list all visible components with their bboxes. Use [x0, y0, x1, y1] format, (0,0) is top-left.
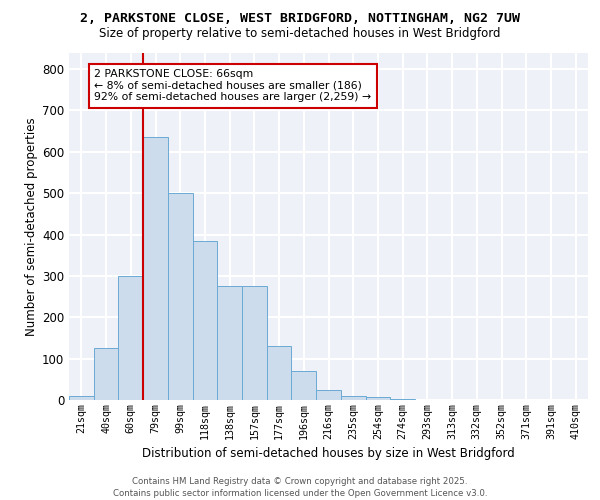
- Bar: [168, 193, 193, 400]
- Bar: [365, 397, 390, 400]
- Y-axis label: Number of semi-detached properties: Number of semi-detached properties: [25, 117, 38, 336]
- Bar: [94, 348, 118, 400]
- Text: 2 PARKSTONE CLOSE: 66sqm
← 8% of semi-detached houses are smaller (186)
92% of s: 2 PARKSTONE CLOSE: 66sqm ← 8% of semi-de…: [94, 69, 371, 102]
- Bar: [267, 346, 292, 400]
- Bar: [118, 276, 143, 400]
- Bar: [217, 286, 242, 400]
- Bar: [242, 286, 267, 400]
- Bar: [390, 399, 415, 400]
- Text: Contains HM Land Registry data © Crown copyright and database right 2025.
Contai: Contains HM Land Registry data © Crown c…: [113, 476, 487, 498]
- Bar: [316, 390, 341, 400]
- Bar: [341, 396, 365, 400]
- X-axis label: Distribution of semi-detached houses by size in West Bridgford: Distribution of semi-detached houses by …: [142, 447, 515, 460]
- Bar: [193, 240, 217, 400]
- Bar: [69, 396, 94, 400]
- Bar: [292, 371, 316, 400]
- Text: Size of property relative to semi-detached houses in West Bridgford: Size of property relative to semi-detach…: [99, 28, 501, 40]
- Text: 2, PARKSTONE CLOSE, WEST BRIDGFORD, NOTTINGHAM, NG2 7UW: 2, PARKSTONE CLOSE, WEST BRIDGFORD, NOTT…: [80, 12, 520, 26]
- Bar: [143, 138, 168, 400]
